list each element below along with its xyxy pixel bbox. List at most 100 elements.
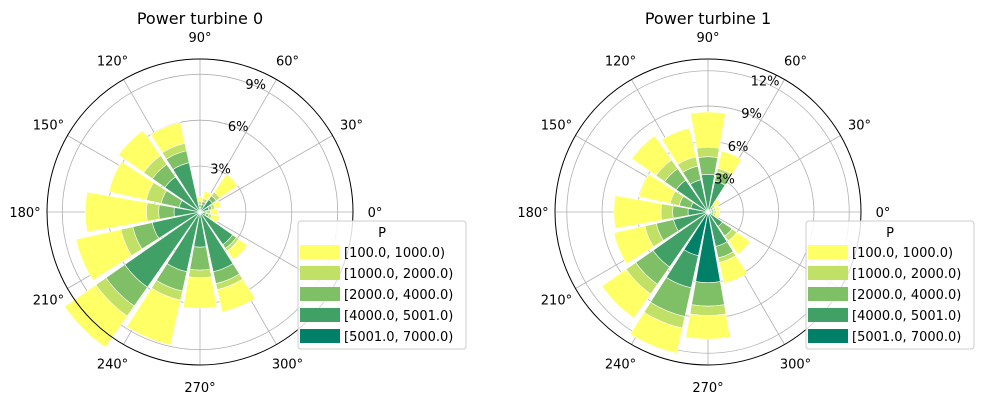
angle-tick-label: 90° — [696, 31, 719, 46]
angle-tick-label: 240° — [97, 358, 128, 373]
angle-tick-label: 30° — [848, 119, 871, 134]
legend-label: [5001.0, 7000.0) — [852, 330, 961, 345]
angular-gridline — [199, 79, 277, 213]
windrose-bar — [226, 238, 249, 261]
angle-tick-label: 0° — [368, 206, 383, 221]
windrose-bar — [714, 213, 720, 219]
polar-frame — [46, 58, 354, 366]
legend-title: P — [378, 226, 386, 241]
chart-title-0: Power turbine 0 — [137, 9, 263, 28]
windrose-bar — [196, 196, 204, 202]
windrose-bar — [696, 146, 720, 158]
angle-tick-label: 180° — [9, 206, 40, 221]
angle-tick-label: 300° — [780, 358, 811, 373]
windrose-bar — [118, 130, 161, 173]
radial-tick-label: 9% — [741, 107, 762, 122]
windrose-bar — [108, 161, 154, 201]
angle-tick-label: 90° — [188, 31, 211, 46]
windrose-bar — [714, 205, 720, 211]
radial-tick-label: 3% — [714, 172, 735, 187]
windrose-bar — [613, 195, 662, 229]
legend-swatch — [300, 329, 340, 343]
windrose-bar — [712, 199, 721, 208]
radial-tick-label: 12% — [751, 75, 780, 90]
legend-label: [1000.0, 2000.0) — [344, 267, 453, 282]
legend-label: [5001.0, 7000.0) — [344, 330, 453, 345]
windrose-panel-1: Power turbine 1 0° 30° 60° 90° 120° 150° 180° 2… — [517, 9, 975, 396]
legend-label: [1000.0, 2000.0) — [852, 267, 961, 282]
windrose-bar — [690, 111, 726, 149]
windrose-bar — [158, 204, 175, 220]
angle-tick-label: 120° — [605, 54, 636, 69]
polar-frame — [554, 58, 862, 366]
windrose-bar — [672, 205, 689, 219]
angle-tick-label: 150° — [541, 119, 572, 134]
angle-tick-label: 240° — [605, 358, 636, 373]
legend-swatch — [300, 308, 340, 322]
windrose-bar — [638, 173, 676, 204]
windrose-bar — [126, 287, 181, 346]
windrose-bar — [209, 214, 220, 224]
legend-title: P — [886, 226, 894, 241]
windrose-panel-0: Power turbine 0 0° 30° 60° 90° 120° 150° 180° 2… — [9, 9, 467, 396]
legend-label: [100.0, 1000.0) — [852, 246, 953, 261]
legend-swatch — [808, 266, 848, 280]
angular-gridline — [707, 135, 841, 213]
windrose-bar — [85, 191, 148, 233]
angular-gridline — [199, 135, 333, 213]
angle-tick-label: 30° — [340, 119, 363, 134]
windrose-bar — [715, 209, 721, 215]
legend-label: [2000.0, 4000.0) — [852, 288, 961, 303]
legend-label: [100.0, 1000.0) — [344, 246, 445, 261]
legend-label: [2000.0, 4000.0) — [344, 288, 453, 303]
windrose-bar — [661, 127, 697, 165]
windrose-bar — [718, 255, 748, 284]
windrose-bar — [202, 190, 212, 201]
windrose-bar — [629, 311, 683, 354]
windrose-bar — [713, 210, 717, 214]
windrose-bar — [631, 135, 673, 177]
windrose-bar — [64, 284, 128, 348]
windrose-bar — [146, 202, 160, 222]
legend-swatch — [808, 245, 848, 259]
angle-tick-label: 180° — [517, 206, 548, 221]
angle-tick-label: 210° — [541, 294, 572, 309]
radial-tick-label: 6% — [728, 140, 749, 155]
angle-tick-label: 60° — [276, 54, 299, 69]
chart-title-1: Power turbine 1 — [645, 9, 771, 28]
legend: P [100.0, 1000.0) [1000.0, 2000.0) [2000.0,… — [805, 220, 975, 350]
windrose-bar — [75, 229, 133, 281]
radial-tick-label: 3% — [210, 163, 231, 178]
windrose-bar — [210, 208, 219, 216]
legend-swatch — [808, 308, 848, 322]
windrose-bar — [212, 200, 222, 210]
legend-swatch — [300, 245, 340, 259]
windrose-bar — [189, 246, 211, 271]
windrose-bar — [691, 281, 725, 307]
windrose-bar — [689, 304, 727, 316]
angle-tick-label: 120° — [97, 54, 128, 69]
windrose-bar — [188, 268, 212, 279]
windrose-bar — [213, 173, 239, 199]
legend-swatch — [808, 329, 848, 343]
windrose-bar — [660, 203, 674, 221]
angle-tick-label: 0° — [876, 206, 891, 221]
legend: P [100.0, 1000.0) [1000.0, 2000.0) [2000.0,… — [297, 220, 467, 350]
radial-tick-label: 6% — [228, 120, 249, 135]
radial-tick-label: 9% — [245, 78, 266, 93]
angle-tick-label: 210° — [33, 294, 64, 309]
angle-tick-label: 270° — [184, 381, 215, 396]
angle-tick-label: 60° — [784, 54, 807, 69]
legend-swatch — [300, 287, 340, 301]
legend-label: [4000.0, 5001.0) — [852, 309, 961, 324]
windrose-bar — [216, 278, 256, 313]
windrose-bar — [182, 276, 218, 309]
windrose-bar — [717, 150, 742, 175]
windrose-bar — [727, 231, 751, 255]
windrose-bar — [197, 200, 203, 205]
legend-swatch — [300, 266, 340, 280]
windrose-bar — [685, 313, 731, 340]
legend-label: [4000.0, 5001.0) — [344, 309, 453, 324]
